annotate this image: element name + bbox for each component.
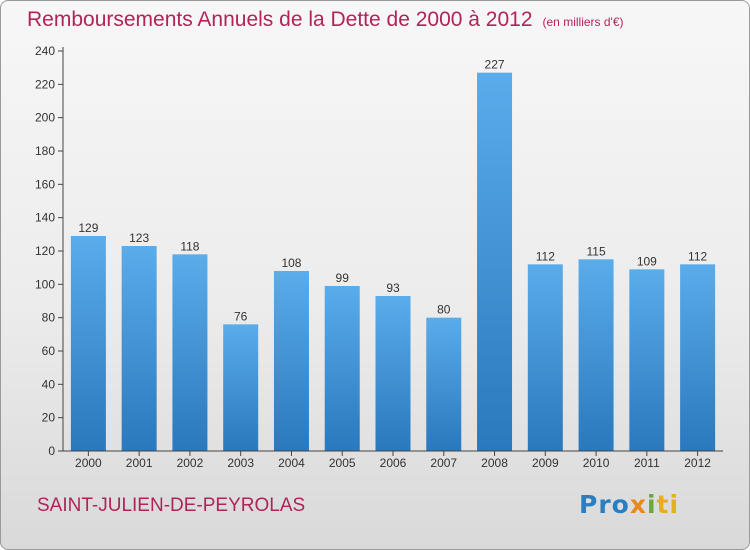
y-tick-label: 20 [42, 411, 56, 425]
data-label: 112 [688, 249, 707, 263]
data-label: 108 [281, 256, 301, 270]
y-tick-label: 80 [42, 311, 56, 325]
chart-title-text: Remboursements Annuels de la Dette de 20… [27, 8, 533, 31]
y-tick-label: 100 [35, 277, 55, 291]
chart-subtitle: (en milliers d'€) [542, 15, 624, 29]
x-tick-label: 2011 [634, 456, 660, 470]
x-tick-label: 2012 [684, 456, 711, 470]
proxiti-logo: Proxiti [579, 490, 679, 519]
bar [578, 259, 614, 451]
bar [527, 264, 563, 451]
data-label: 109 [637, 254, 657, 268]
data-label: 80 [437, 303, 451, 317]
bar [70, 236, 106, 451]
bar [223, 324, 259, 451]
y-tick-label: 220 [35, 77, 55, 91]
bar [680, 264, 716, 451]
data-label: 99 [336, 271, 350, 285]
bar [629, 269, 665, 451]
data-label: 93 [386, 281, 400, 295]
commune-name: SAINT-JULIEN-DE-PEYROLAS [37, 495, 306, 516]
y-tick-label: 180 [35, 144, 55, 158]
x-tick-label: 2008 [481, 456, 508, 470]
bar [324, 286, 360, 451]
x-tick-label: 2006 [380, 456, 407, 470]
x-tick-label: 2009 [532, 456, 559, 470]
x-tick-label: 2000 [75, 456, 102, 470]
data-label: 115 [587, 244, 606, 258]
data-label: 118 [180, 239, 199, 253]
bar [375, 296, 411, 451]
y-tick-label: 200 [35, 111, 55, 125]
data-label: 112 [536, 249, 555, 263]
x-tick-label: 2010 [583, 456, 610, 470]
data-label: 129 [78, 221, 98, 235]
y-tick-label: 140 [35, 211, 55, 225]
bar [426, 317, 462, 451]
x-tick-label: 2007 [430, 456, 457, 470]
y-tick-label: 0 [48, 444, 55, 458]
chart-title: Remboursements Annuels de la Dette de 20… [27, 8, 624, 32]
y-tick-label: 120 [35, 244, 55, 258]
x-tick-label: 2002 [177, 456, 204, 470]
bar [121, 246, 157, 451]
bar [273, 271, 309, 451]
x-tick-label: 2005 [329, 456, 356, 470]
logo-part: x [629, 490, 647, 519]
bar [172, 254, 208, 451]
x-tick-label: 2004 [278, 456, 305, 470]
logo-part: ti [656, 490, 680, 519]
x-tick-label: 2001 [126, 456, 153, 470]
x-tick-label: 2003 [227, 456, 254, 470]
y-tick-label: 160 [35, 177, 55, 191]
data-label: 227 [485, 58, 505, 72]
data-label: 76 [234, 309, 248, 323]
y-tick-label: 60 [42, 344, 56, 358]
y-tick-label: 240 [35, 44, 55, 58]
y-tick-label: 40 [42, 377, 56, 391]
logo-part: i [646, 490, 657, 519]
data-label: 123 [129, 231, 149, 245]
bar [477, 72, 513, 452]
logo-part: Pro [579, 490, 630, 519]
